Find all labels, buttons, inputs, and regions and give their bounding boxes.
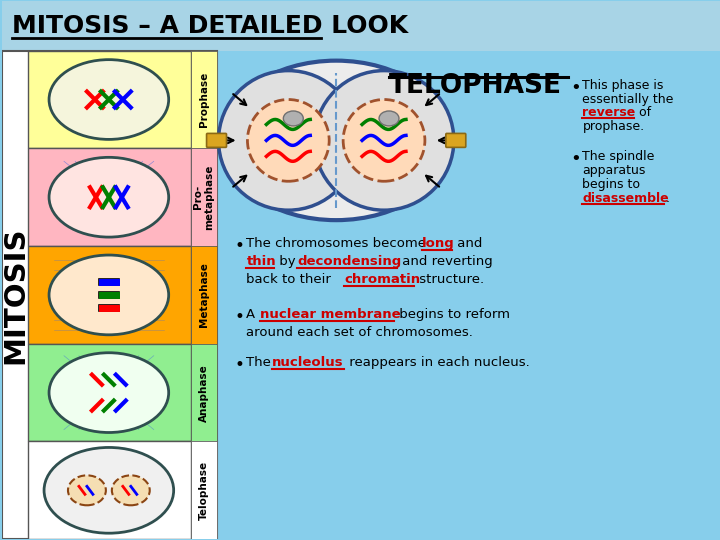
Bar [191, 246, 217, 344]
Text: and reverting: and reverting [398, 255, 492, 268]
Bar [28, 148, 191, 246]
Text: The chromosomes become: The chromosomes become [246, 237, 431, 250]
Ellipse shape [49, 353, 168, 433]
Bar [28, 344, 191, 442]
Text: TELOPHASE: TELOPHASE [389, 72, 562, 99]
Ellipse shape [49, 59, 168, 139]
Text: •: • [570, 79, 581, 97]
Ellipse shape [343, 99, 425, 181]
Text: Anaphase: Anaphase [199, 364, 209, 422]
Text: back to their: back to their [246, 273, 336, 286]
Ellipse shape [68, 475, 106, 505]
Ellipse shape [219, 71, 358, 210]
Text: MITOSIS – A DETAILED LOOK: MITOSIS – A DETAILED LOOK [12, 14, 408, 38]
Text: decondensing: decondensing [297, 255, 402, 268]
Bar [191, 51, 217, 148]
FancyBboxPatch shape [207, 133, 227, 147]
Text: •: • [235, 308, 244, 326]
Text: A: A [246, 308, 260, 321]
Bar [28, 51, 191, 148]
Text: chromatin: chromatin [344, 273, 420, 286]
Text: reverse: reverse [582, 106, 636, 119]
Ellipse shape [284, 111, 303, 126]
Ellipse shape [49, 255, 168, 335]
Ellipse shape [49, 157, 168, 237]
Text: This phase is: This phase is [582, 79, 664, 92]
Text: by: by [275, 255, 300, 268]
Text: around each set of chromosomes.: around each set of chromosomes. [246, 326, 473, 339]
Text: Prophase: Prophase [199, 72, 209, 127]
Text: nuclear membrane: nuclear membrane [261, 308, 401, 321]
Text: Pro-
metaphase: Pro- metaphase [193, 165, 215, 230]
Text: Metaphase: Metaphase [199, 262, 209, 327]
Ellipse shape [314, 71, 454, 210]
Bar [191, 148, 217, 246]
Text: •: • [235, 356, 244, 374]
Ellipse shape [222, 60, 451, 220]
Text: begins to reform: begins to reform [395, 308, 510, 321]
Text: structure.: structure. [415, 273, 484, 286]
Text: long: long [422, 237, 454, 250]
Bar [191, 442, 217, 539]
Ellipse shape [112, 475, 150, 505]
FancyBboxPatch shape [446, 133, 466, 147]
Ellipse shape [44, 448, 174, 533]
Text: The spindle: The spindle [582, 150, 654, 164]
Ellipse shape [379, 111, 399, 126]
Bar [2, 1, 720, 51]
Text: prophase.: prophase. [582, 120, 644, 133]
Text: of: of [635, 106, 652, 119]
Text: nucleolus: nucleolus [272, 356, 344, 369]
Text: •: • [570, 150, 581, 168]
Text: .: . [665, 192, 669, 205]
Text: •: • [235, 237, 244, 255]
Text: thin: thin [246, 255, 276, 268]
Ellipse shape [248, 99, 329, 181]
Text: begins to: begins to [582, 178, 640, 191]
Bar [28, 442, 191, 539]
Text: disassemble: disassemble [582, 192, 669, 205]
Text: MITOSIS: MITOSIS [1, 226, 29, 363]
Text: and: and [453, 237, 482, 250]
Text: Telophase: Telophase [199, 461, 209, 520]
Text: essentially the: essentially the [582, 92, 674, 105]
Bar [28, 246, 191, 344]
Text: The: The [246, 356, 276, 369]
Bar [191, 344, 217, 442]
Text: reappears in each nucleus.: reappears in each nucleus. [345, 356, 530, 369]
Bar [2, 51, 217, 539]
Text: apparatus: apparatus [582, 164, 646, 177]
